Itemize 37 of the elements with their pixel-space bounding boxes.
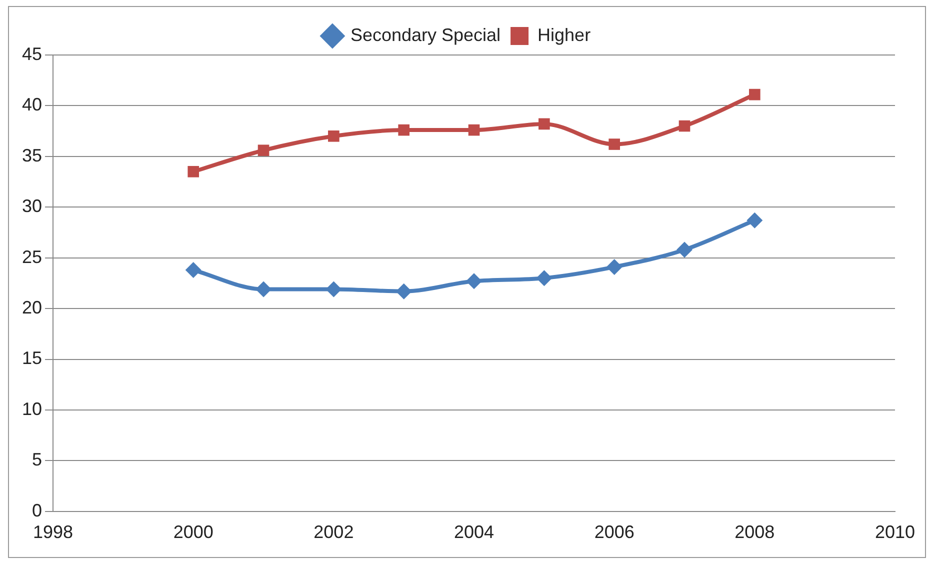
y-tick-label: 15	[22, 348, 42, 368]
point	[608, 138, 620, 150]
point	[466, 273, 482, 290]
y-tick-label: 30	[22, 196, 42, 216]
y-tick-label: 45	[22, 44, 42, 64]
point	[328, 130, 340, 142]
point	[256, 281, 272, 298]
legend-label: Higher	[538, 24, 591, 45]
x-tick-label: 2006	[594, 522, 634, 542]
x-tick-label: 2004	[454, 522, 494, 542]
point	[606, 258, 622, 275]
y-tick-label: 0	[32, 500, 42, 520]
x-tick-label: 2008	[734, 522, 775, 542]
y-tick-label: 20	[22, 298, 42, 318]
y-tick-label: 40	[22, 94, 42, 115]
y-tick-label: 5	[32, 450, 42, 470]
y-tick-label: 35	[22, 145, 42, 166]
x-tick-label: 1998	[33, 522, 74, 542]
y-tick-label: 25	[22, 246, 42, 267]
point	[185, 262, 202, 278]
point	[396, 283, 412, 300]
point	[398, 124, 410, 136]
point	[188, 166, 200, 178]
legend-label: Secondary Special	[350, 24, 501, 45]
point	[536, 270, 552, 286]
point	[749, 88, 760, 100]
point	[326, 281, 342, 298]
point	[746, 212, 763, 228]
x-tick-label: 2010	[874, 522, 916, 542]
y-tick-label: 10	[22, 398, 42, 419]
point	[538, 118, 550, 130]
point	[468, 124, 480, 136]
point	[676, 242, 693, 258]
x-tick-label: 2002	[314, 522, 354, 542]
x-tick-label: 2000	[173, 522, 214, 542]
point	[678, 120, 690, 132]
point	[258, 144, 270, 156]
